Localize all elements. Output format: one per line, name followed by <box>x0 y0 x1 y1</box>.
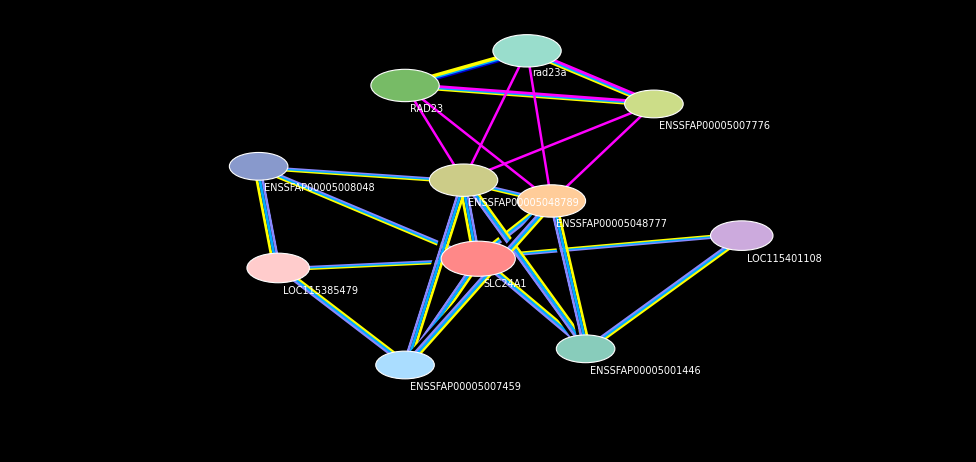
Text: ENSSFAP00005048777: ENSSFAP00005048777 <box>556 219 668 229</box>
Circle shape <box>376 351 434 379</box>
Circle shape <box>429 164 498 196</box>
Circle shape <box>247 253 309 283</box>
Text: RAD23: RAD23 <box>410 103 443 114</box>
Circle shape <box>493 35 561 67</box>
Circle shape <box>625 90 683 118</box>
Text: ENSSFAP00005048789: ENSSFAP00005048789 <box>468 198 579 208</box>
Text: LOC115385479: LOC115385479 <box>283 286 358 296</box>
Circle shape <box>371 69 439 102</box>
Text: rad23a: rad23a <box>532 68 566 78</box>
Text: ENSSFAP00005001446: ENSSFAP00005001446 <box>590 366 701 376</box>
Text: ENSSFAP00005008048: ENSSFAP00005008048 <box>264 183 374 194</box>
Circle shape <box>229 152 288 180</box>
Text: LOC115401108: LOC115401108 <box>747 254 822 264</box>
Circle shape <box>517 185 586 217</box>
Circle shape <box>711 221 773 250</box>
Circle shape <box>556 335 615 363</box>
Text: SLC24A1: SLC24A1 <box>483 279 527 289</box>
Circle shape <box>441 241 515 276</box>
Text: ENSSFAP00005007459: ENSSFAP00005007459 <box>410 382 521 392</box>
Text: ENSSFAP00005007776: ENSSFAP00005007776 <box>659 121 770 131</box>
